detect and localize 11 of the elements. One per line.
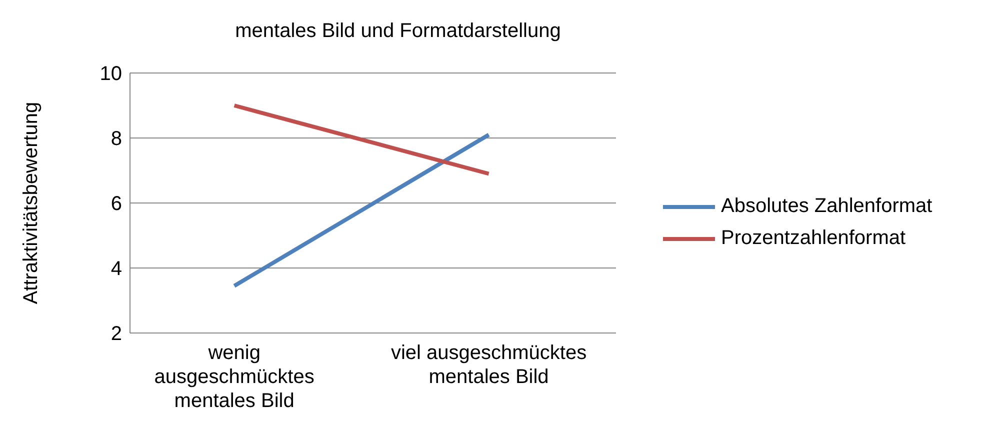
y-tick-label: 10 [100,63,122,86]
x-tick-label: wenig ausgeschmücktes mentales Bild [154,342,314,412]
y-axis-title: Attraktivitätsbewertung [20,102,42,304]
y-tick-label: 8 [110,128,122,150]
chart-title: mentales Bild und Formatdarstellung [234,20,562,43]
legend-label: Prozentzahlenformat [721,227,906,250]
y-tick-label: 6 [110,193,122,216]
y-tick-label: 4 [110,258,122,280]
x-tick-label: viel ausgeschmücktes mentales Bild [390,342,587,388]
legend-label: Absolutes Zahlenformat [721,195,932,218]
y-tick-label: 2 [110,323,122,346]
